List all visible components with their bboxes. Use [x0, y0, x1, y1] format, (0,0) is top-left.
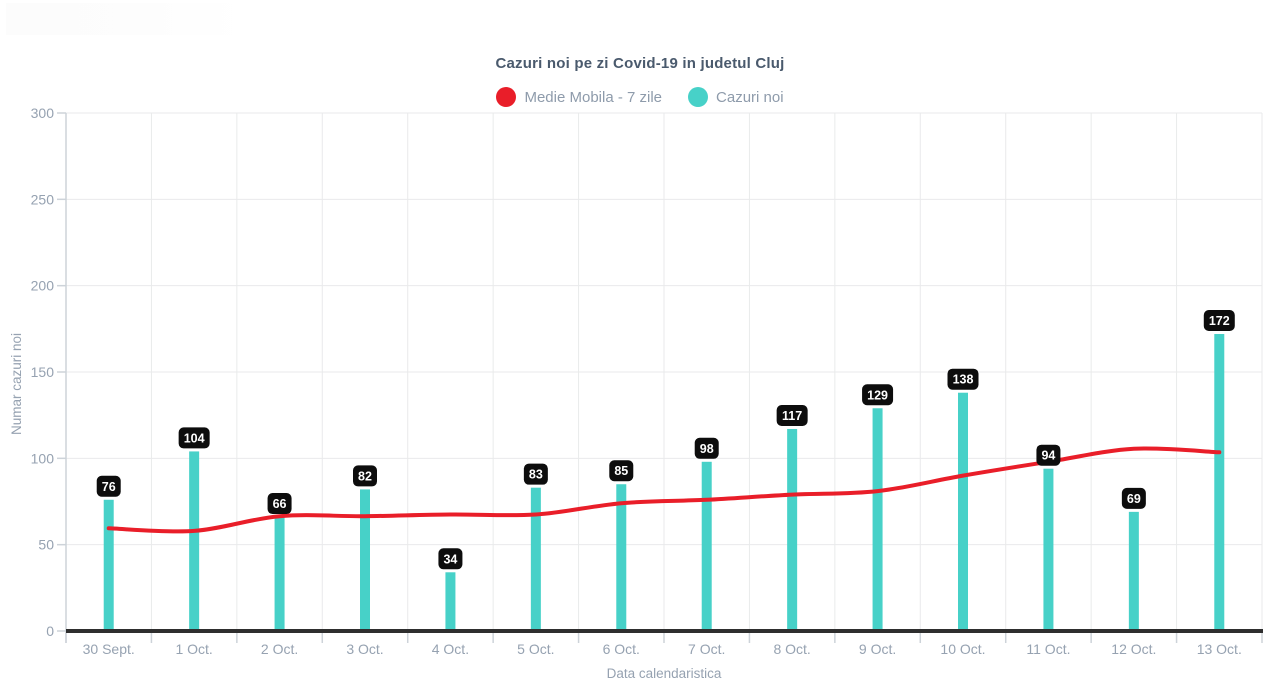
y-tick-label: 0: [46, 623, 54, 639]
x-tick-label: 5 Oct.: [517, 641, 554, 657]
bar-value-label: [776, 404, 808, 426]
bar-value-text: 104: [184, 431, 205, 445]
bar-value-text: 85: [614, 464, 628, 478]
bar-value-label: [694, 437, 719, 459]
bar-value-text: 117: [782, 409, 802, 423]
bar-value-label: [1036, 444, 1061, 466]
legend-label: Medie Mobila - 7 zile: [524, 88, 663, 106]
x-tick-label: 13 Oct.: [1197, 641, 1242, 657]
bar-cazuri-noi: [189, 451, 200, 631]
x-tick-label: 12 Oct.: [1111, 641, 1156, 657]
x-tick-label: 9 Oct.: [859, 641, 896, 657]
faint-watermark: [6, 3, 246, 35]
bar-value-label: [96, 475, 121, 497]
legend-marker-line-icon: [496, 87, 517, 107]
x-tick-label: 8 Oct.: [773, 641, 810, 657]
bar-value-text: 98: [700, 442, 714, 456]
bar-value-text: 69: [1127, 492, 1141, 506]
y-tick-label: 200: [31, 278, 55, 294]
x-tick-label: 1 Oct.: [175, 641, 212, 657]
bar-cazuri-noi: [274, 517, 285, 631]
bar-value-text: 83: [529, 468, 543, 482]
bar-value-text: 172: [1209, 314, 1230, 328]
x-tick-label: 3 Oct.: [346, 641, 383, 657]
bar-value-text: 34: [443, 552, 457, 566]
y-tick-label: 100: [31, 450, 55, 466]
x-tick-label: 6 Oct.: [603, 641, 640, 657]
bar-cazuri-noi: [958, 392, 968, 631]
bar-value-label: [1203, 310, 1235, 332]
legend-label: Cazuri noi: [716, 88, 784, 106]
x-tick-label: 4 Oct.: [432, 641, 469, 657]
y-tick-label: 250: [31, 191, 55, 207]
bar-value-label: [353, 465, 377, 487]
bar-value-text: 129: [867, 388, 888, 402]
bar-value-label: [178, 427, 210, 449]
legend-item-medie-mobila[interactable]: Medie Mobila - 7 zile: [496, 87, 662, 107]
x-tick-label: 7 Oct.: [688, 641, 725, 657]
bar-cazuri-noi: [530, 487, 541, 631]
x-tick-label: 2 Oct.: [261, 641, 298, 657]
bar-value-label: [523, 463, 548, 485]
bar-value-text: 76: [102, 480, 116, 494]
bar-value-label: [267, 493, 292, 515]
x-axis-title: Data calendaristica: [606, 666, 722, 681]
bar-value-label: [438, 548, 463, 570]
bar-value-label: [609, 460, 634, 482]
x-tick-label: 11 Oct.: [1026, 641, 1070, 657]
bar-cazuri-noi: [1128, 511, 1139, 631]
bar-cazuri-noi: [103, 499, 114, 631]
bar-cazuri-noi: [1043, 468, 1054, 631]
y-tick-label: 50: [38, 537, 54, 553]
bar-cazuri-noi: [872, 408, 883, 631]
bar-value-text: 66: [273, 497, 287, 511]
bar-cazuri-noi: [616, 484, 627, 631]
bar-value-label: [1121, 487, 1146, 509]
legend: Medie Mobila - 7 zile Cazuri noi: [0, 87, 1280, 107]
y-tick-label: 150: [31, 364, 55, 380]
bar-value-label: [862, 384, 894, 406]
bar-cazuri-noi: [1214, 334, 1225, 631]
bar-value-text: 138: [953, 373, 974, 387]
y-tick-label: 300: [31, 105, 55, 121]
legend-item-cazuri-noi[interactable]: Cazuri noi: [688, 87, 784, 107]
bar-value-text: 82: [358, 469, 372, 483]
bar-value-label: [947, 368, 979, 390]
bar-cazuri-noi: [787, 428, 798, 631]
bar-cazuri-noi: [445, 572, 456, 631]
bar-value-text: 94: [1041, 449, 1055, 463]
x-tick-label: 10 Oct.: [940, 641, 985, 657]
y-axis-title: Numar cazuri noi: [9, 332, 24, 436]
bar-cazuri-noi: [360, 489, 370, 631]
legend-marker-bars-icon: [688, 87, 709, 107]
bar-cazuri-noi: [701, 461, 712, 631]
x-tick-label: 30 Sept.: [83, 641, 135, 657]
chart-title: Cazuri noi pe zi Covid-19 in judetul Clu…: [495, 55, 785, 72]
